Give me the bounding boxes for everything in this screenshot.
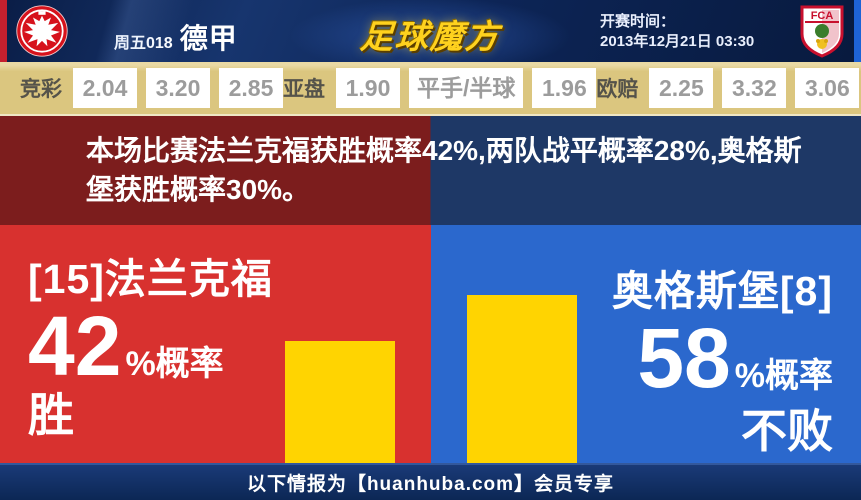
away-prob-bar bbox=[467, 295, 577, 463]
odds-value: 2.04 bbox=[73, 68, 137, 108]
away-percent: 58 bbox=[637, 311, 731, 405]
odds-value: 1.90 bbox=[336, 68, 400, 108]
odds-label: 竞彩 bbox=[20, 78, 62, 101]
odds-value: 3.32 bbox=[722, 68, 787, 108]
home-prob-bar bbox=[285, 341, 395, 463]
league-name: 德甲 bbox=[179, 23, 238, 54]
odds-group-jingcai: 竞彩 2.04 3.20 2.85 bbox=[20, 68, 283, 108]
odds-group-oupei: 欧赔 2.25 3.32 3.06 bbox=[596, 68, 860, 108]
home-probability: 42 %概率 bbox=[28, 299, 431, 393]
home-outcome: 胜 bbox=[28, 389, 74, 441]
away-outcome: 不败 bbox=[741, 405, 833, 457]
kickoff-datetime: 2013年12月21日 03:30 bbox=[600, 33, 755, 50]
odds-value: 3.06 bbox=[795, 68, 860, 108]
kickoff-time: 开赛时间： 2013年12月21日 03:30 bbox=[600, 12, 754, 52]
odds-value: 3.20 bbox=[146, 68, 210, 108]
footer-watermark: 以下情报为【huanhuba.com】会员专享 bbox=[0, 463, 861, 500]
away-team-name: 奥格斯堡[8] bbox=[611, 268, 833, 314]
match-code: 周五018 bbox=[114, 35, 173, 52]
frankfurt-crest-icon bbox=[16, 5, 68, 57]
svg-text:FCA: FCA bbox=[811, 10, 834, 22]
away-percent-suffix: %概率 bbox=[734, 357, 833, 395]
augsburg-crest-icon: FCA bbox=[800, 5, 844, 58]
odds-value: 2.85 bbox=[219, 68, 283, 108]
home-percent: 42 bbox=[28, 299, 122, 393]
home-team-name: [15]法兰克福 bbox=[28, 256, 273, 302]
odds-value: 1.96 bbox=[532, 68, 597, 108]
match-info: 周五018 德甲 bbox=[114, 17, 238, 57]
away-probability: 58 %概率 bbox=[431, 311, 833, 405]
odds-group-yapan: 亚盘 1.90 平手/半球 1.96 bbox=[283, 68, 597, 108]
right-blue-edge bbox=[854, 0, 861, 62]
header: 周五018 德甲 足球魔方 开赛时间： 2013年12月21日 03:30 FC… bbox=[0, 0, 861, 62]
odds-bar: 竞彩 2.04 3.20 2.85 亚盘 1.90 平手/半球 1.96 欧赔 … bbox=[0, 62, 861, 114]
probability-statement: 本场比赛法兰克福获胜概率42%,两队战平概率28%,奥格斯堡获胜概率30%。 bbox=[0, 114, 861, 225]
home-percent-suffix: %概率 bbox=[125, 345, 224, 383]
odds-value: 2.25 bbox=[649, 68, 714, 108]
odds-label: 亚盘 bbox=[283, 78, 325, 101]
odds-label: 欧赔 bbox=[596, 78, 639, 101]
prediction-panels: [15]法兰克福 42 %概率 胜 奥格斯堡[8] 58 %概率 不败 bbox=[0, 225, 861, 463]
odds-handicap: 平手/半球 bbox=[409, 68, 524, 108]
left-red-edge bbox=[0, 0, 7, 62]
kickoff-label: 开赛时间： bbox=[600, 13, 676, 30]
